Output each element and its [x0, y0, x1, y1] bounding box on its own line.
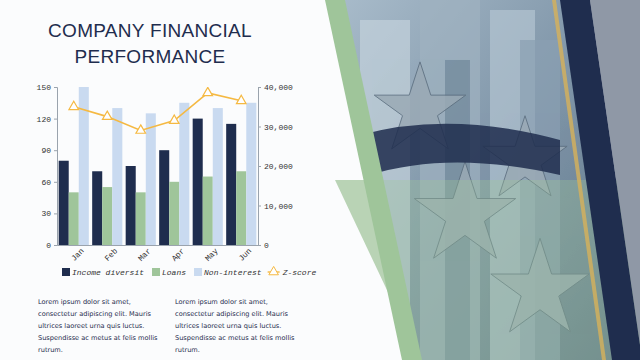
axis: 0 30 60 90 120 150: [37, 83, 58, 250]
tick-mark: [54, 119, 57, 120]
legend-swatch: [194, 268, 202, 276]
paragraph: Lorem ipsum dolor sit amet, consectetur …: [38, 296, 170, 356]
tick: 20,000: [258, 162, 293, 171]
bar-series: [79, 87, 257, 245]
bar: [92, 171, 102, 245]
tick: 30,000: [258, 123, 293, 132]
tick: 60: [41, 178, 57, 187]
legend-item: Z-score: [268, 266, 317, 277]
tick: 150: [37, 83, 57, 92]
tick: 10,000: [258, 202, 293, 211]
tick: 90: [41, 146, 57, 155]
tick-label: Jun: [237, 246, 254, 263]
bar: [193, 119, 203, 245]
tick: Jan: [69, 246, 86, 263]
tick: 40,000: [258, 83, 293, 92]
arc: [360, 124, 560, 175]
bar: [236, 171, 246, 245]
tick-mark: [258, 166, 261, 167]
bar: [112, 108, 122, 245]
tick-mark: [258, 127, 261, 128]
legend-label: Non-interest: [204, 268, 262, 277]
tick-label: Jan: [69, 246, 86, 263]
tick-mark: [258, 87, 261, 88]
legend-marker: [269, 266, 279, 274]
green-stripe: [325, 0, 422, 360]
bar: [169, 182, 179, 245]
axis: 0 10,000 20,000 30,000 40,000: [258, 83, 293, 250]
tick-mark: [258, 206, 261, 207]
tick: 0: [258, 241, 269, 250]
marker: [102, 111, 112, 119]
axis-line: [259, 88, 262, 246]
legend-item: Non-interest: [194, 268, 262, 277]
bar: [246, 103, 256, 245]
legend-swatch: [62, 268, 70, 276]
tick-label: 60: [41, 178, 51, 187]
tick-label: 120: [37, 115, 52, 124]
marker: [69, 101, 79, 109]
slide: {"chart_data": {"type": "bar", "title": …: [0, 0, 640, 360]
plot-marks: [59, 87, 257, 245]
bar: [126, 166, 136, 245]
bar: [179, 103, 189, 245]
marker: [203, 87, 213, 95]
tick-label: 0: [264, 241, 269, 250]
tick: Apr: [170, 246, 187, 263]
tick-mark: [54, 213, 57, 214]
legend-item: Income diversit: [62, 268, 144, 277]
tick: 30: [41, 209, 57, 218]
axis-line: [54, 88, 58, 246]
title: COMPANY FINANCIAL PERFORMANCE: [30, 18, 270, 70]
bar: [159, 150, 169, 245]
tick-mark: [54, 87, 57, 88]
bar: [69, 192, 79, 245]
legend-item: Loans: [152, 268, 186, 277]
bar: [136, 192, 146, 245]
marker: [236, 95, 246, 103]
tick-label: 20,000: [264, 162, 293, 171]
tick-mark: [54, 245, 57, 246]
tick-label: 30,000: [264, 123, 293, 132]
legend-label: Z-score: [282, 268, 317, 277]
line: [74, 93, 242, 131]
marker: [136, 125, 146, 133]
tick-label: May: [203, 246, 220, 263]
x-axis: Jan Feb Mar Apr May Jun: [58, 246, 259, 263]
bar: [146, 113, 156, 245]
bar: [203, 177, 213, 245]
bar: [59, 161, 69, 245]
tick-mark: [54, 182, 57, 183]
marker: [169, 115, 179, 123]
tick-label: 30: [41, 209, 51, 218]
tick: 0: [46, 241, 57, 250]
legend-label: Loans: [162, 268, 186, 277]
tick-label: Apr: [170, 246, 187, 263]
axis-line: [58, 245, 259, 246]
tick: Mar: [136, 246, 153, 263]
legend: Income diversit Loans Non-interest Z-score: [62, 266, 316, 277]
legend-label: Income diversit: [72, 268, 144, 277]
tick-label: 150: [37, 83, 52, 92]
tick-label: 90: [41, 146, 51, 155]
tick-label: 0: [46, 241, 51, 250]
legend-swatch: [152, 268, 160, 276]
paragraph: Lorem ipsum dolor sit amet, consectetur …: [175, 296, 307, 356]
tick: Feb: [103, 246, 120, 263]
bar: [226, 124, 236, 245]
navy-stripe: [560, 0, 640, 360]
tick-label: 10,000: [264, 202, 293, 211]
gold-line: [552, 0, 606, 360]
tick: May: [203, 246, 220, 263]
bar: [102, 187, 112, 245]
tick-mark: [54, 150, 57, 151]
tick-label: Feb: [103, 246, 120, 263]
tick-label: 40,000: [264, 83, 293, 92]
decoration: [325, 0, 640, 360]
tick-label: Mar: [136, 246, 153, 263]
tick: Jun: [237, 246, 254, 263]
bar: [213, 108, 223, 245]
tick: 120: [37, 115, 57, 124]
